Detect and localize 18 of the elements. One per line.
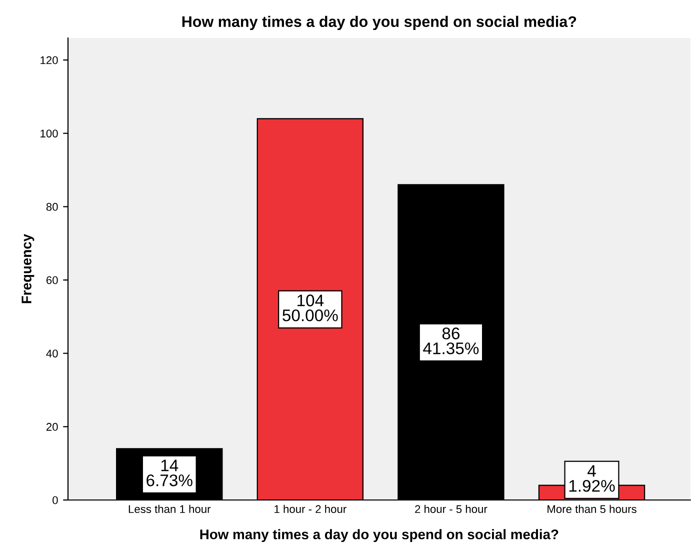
y-tick-label: 80 (46, 202, 58, 211)
data-label: 104 50.00% (282, 294, 338, 322)
y-tick-label: 40 (46, 350, 58, 358)
data-label: 86 41.35% (423, 328, 479, 354)
data-label: 4 1.92% (569, 465, 615, 492)
y-axis-title: Frequency (22, 234, 34, 304)
y-tick-label: 60 (46, 276, 58, 284)
x-tick-label: Less than 1 hour (128, 504, 211, 514)
x-tick-label: 2 hour - 5 hour (415, 504, 488, 514)
y-tick-label: 20 (46, 422, 58, 431)
x-tick-label: 1 hour - 2 hour (274, 504, 346, 514)
y-tick-label: 120 (40, 56, 58, 64)
chart-title: How many times a day do you spend on social media? (182, 16, 576, 30)
y-tick-label: 0 (52, 496, 58, 504)
x-axis-title: How many times a day do you spend on social media? (200, 529, 558, 542)
x-tick-label: More than 5 hours (548, 504, 636, 514)
data-label: 14 6.73% (146, 460, 192, 486)
y-tick-label: 100 (40, 130, 58, 138)
